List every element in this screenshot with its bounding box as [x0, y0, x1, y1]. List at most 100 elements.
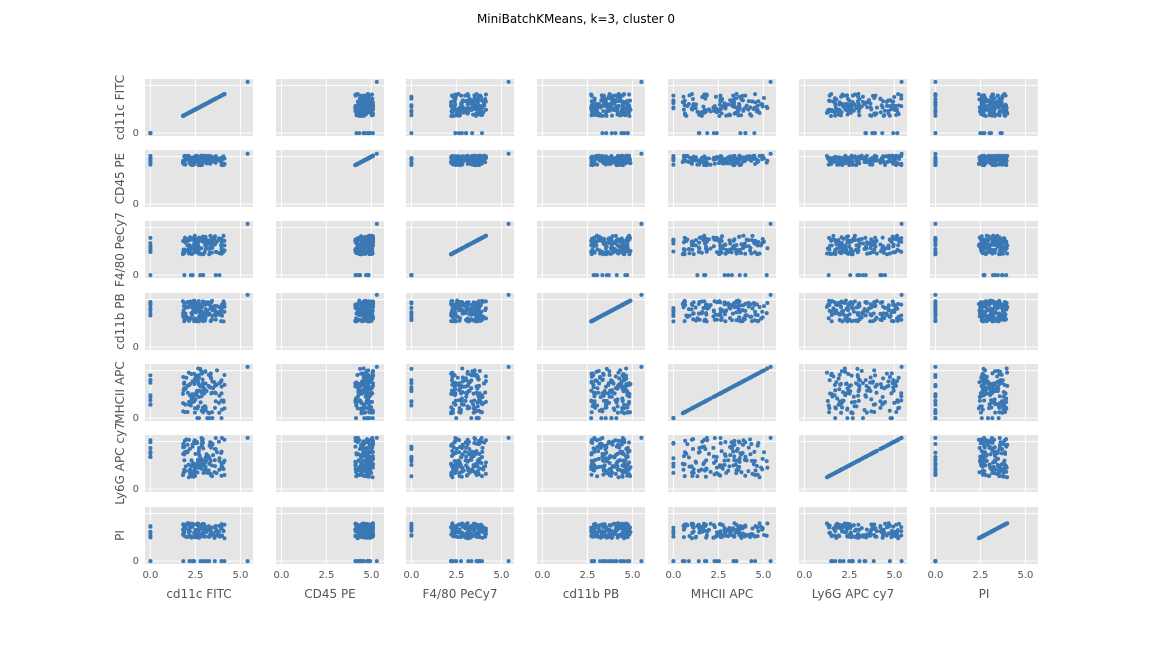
data-point — [192, 410, 197, 415]
data-point — [856, 398, 861, 403]
data-point — [187, 110, 192, 115]
data-point — [469, 317, 474, 322]
data-point — [752, 105, 757, 110]
data-point — [740, 93, 745, 98]
data-point — [891, 319, 896, 324]
data-point — [457, 308, 462, 313]
data-point — [870, 319, 875, 324]
data-point — [681, 410, 686, 415]
data-point — [718, 93, 723, 98]
data-point — [988, 161, 993, 166]
data-point — [864, 153, 869, 158]
data-point — [216, 236, 221, 241]
data-point — [827, 298, 832, 303]
data-point — [1004, 156, 1009, 161]
data-point — [857, 273, 862, 278]
data-point — [477, 383, 482, 388]
data-point — [409, 157, 414, 162]
data-point — [363, 98, 368, 103]
data-point — [704, 312, 709, 317]
panel-f4-80-pecy7-vs-cd11b-pb — [537, 221, 645, 278]
data-point — [863, 273, 868, 278]
data-point — [455, 298, 460, 303]
data-point — [356, 312, 361, 317]
data-point — [755, 243, 760, 248]
data-point — [711, 308, 716, 313]
data-point — [860, 381, 865, 386]
data-point — [849, 107, 854, 112]
data-point — [933, 151, 938, 156]
data-point — [718, 154, 723, 159]
data-point — [192, 107, 197, 112]
data-point — [695, 316, 700, 321]
data-point — [607, 241, 612, 246]
data-point — [741, 233, 746, 238]
data-point — [409, 131, 414, 136]
data-point — [860, 156, 865, 161]
data-point — [837, 250, 842, 255]
data-point — [202, 250, 207, 255]
data-point — [409, 109, 414, 114]
data-point — [365, 106, 370, 111]
data-point — [639, 364, 644, 369]
data-point — [187, 300, 192, 305]
data-point — [451, 401, 456, 406]
data-point — [691, 252, 696, 257]
data-point — [357, 298, 362, 303]
data-point — [864, 100, 869, 105]
point-series — [933, 79, 1010, 136]
data-point — [895, 131, 900, 136]
data-point — [742, 156, 747, 161]
data-point — [471, 153, 476, 158]
data-point — [614, 416, 619, 421]
data-point — [684, 313, 689, 318]
data-point — [742, 241, 747, 246]
data-point — [831, 99, 836, 104]
data-point — [883, 108, 888, 113]
data-point — [617, 113, 622, 118]
data-point — [455, 381, 460, 386]
data-point — [455, 375, 460, 380]
data-point — [868, 161, 873, 166]
data-point — [148, 373, 153, 378]
data-point — [601, 93, 606, 98]
data-point — [857, 106, 862, 111]
data-point — [622, 92, 627, 97]
data-point — [869, 397, 874, 402]
data-point — [598, 105, 603, 110]
data-point — [479, 98, 484, 103]
data-point — [506, 221, 511, 226]
panel-cd11c-fitc-vs-pi — [930, 79, 1038, 136]
data-point — [610, 247, 615, 252]
data-point — [589, 108, 594, 113]
data-point — [1000, 273, 1005, 278]
data-point — [886, 305, 891, 310]
data-point — [363, 381, 368, 386]
data-point — [609, 416, 614, 421]
data-point — [449, 313, 454, 318]
data-point — [217, 393, 222, 398]
panel-f4-80-pecy7-vs-pi — [930, 221, 1038, 278]
data-point — [465, 406, 470, 411]
data-point — [844, 234, 849, 239]
data-point — [616, 154, 621, 159]
data-point — [457, 406, 462, 411]
data-point — [358, 366, 363, 371]
data-point — [589, 416, 594, 421]
data-point — [354, 112, 359, 117]
point-series — [671, 79, 773, 136]
data-point — [743, 308, 748, 313]
data-point — [453, 131, 458, 136]
data-point — [726, 155, 731, 160]
data-point — [475, 306, 480, 311]
data-point — [355, 406, 360, 411]
data-point — [370, 370, 375, 375]
data-point — [369, 399, 374, 404]
data-point — [869, 113, 874, 118]
panel-cd45-pe-vs-mhcii-apc — [668, 150, 776, 207]
data-point — [891, 244, 896, 249]
data-point — [614, 104, 619, 109]
data-point — [690, 97, 695, 102]
data-point — [933, 113, 938, 118]
data-point — [831, 233, 836, 238]
